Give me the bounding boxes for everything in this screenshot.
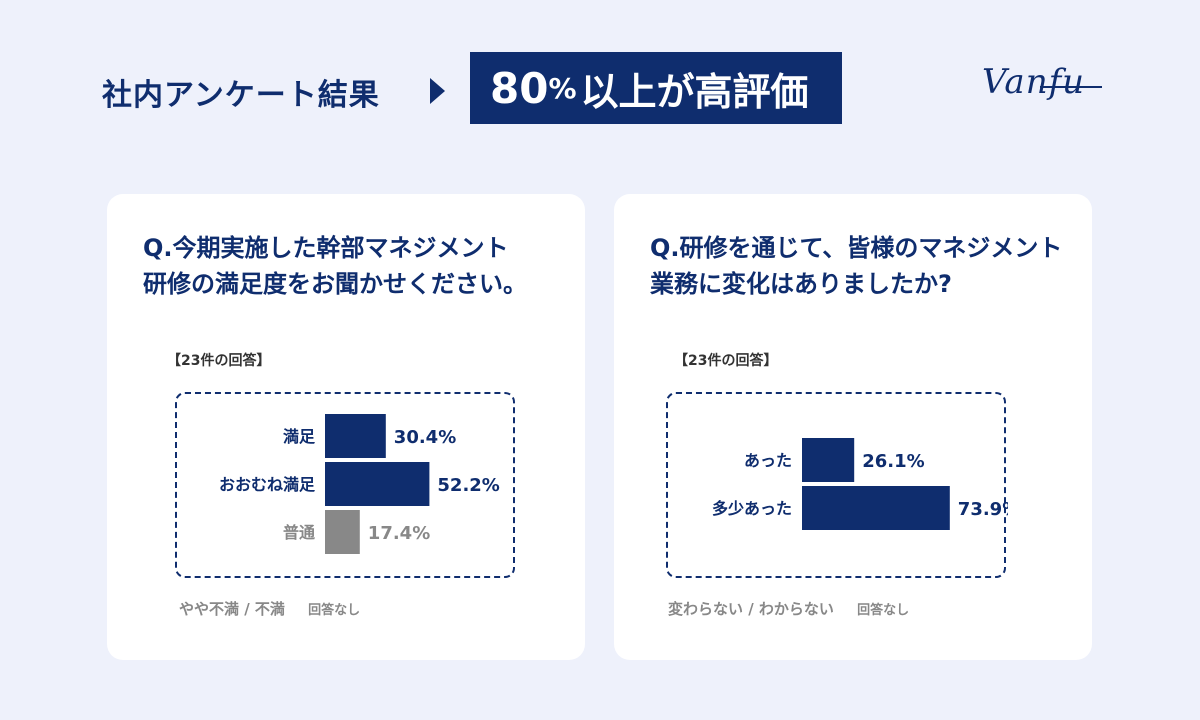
question-line-1: Q.今期実施した幹部マネジメント	[143, 234, 509, 262]
bar-value-label: 52.2%	[437, 475, 499, 496]
bar-category-label: 多少あった	[712, 499, 792, 518]
bar-value-label: 17.4%	[368, 523, 430, 544]
bar-category-label: 普通	[283, 523, 315, 542]
footnote-note: 回答なし	[308, 603, 361, 618]
bar-value-label: 26.1%	[862, 451, 924, 472]
footnote-note: 回答なし	[857, 603, 910, 618]
arrow-right-icon	[430, 78, 445, 104]
survey-card-satisfaction: Q.今期実施した幹部マネジメント 研修の満足度をお聞かせください。 【23件の回…	[107, 194, 585, 660]
question-text: Q.研修を通じて、皆様のマネジメント 業務に変化はありましたか?	[650, 230, 1070, 302]
response-count: 【23件の回答】	[167, 353, 271, 369]
highlight-banner: 80 % 以上が高評価	[470, 52, 842, 124]
footnote: やや不満 / 不満 回答なし	[179, 598, 360, 619]
highlight-number: 80	[490, 63, 549, 113]
question-text: Q.今期実施した幹部マネジメント 研修の満足度をお聞かせください。	[143, 230, 563, 302]
bar-category-label: おおむね満足	[219, 475, 316, 494]
page-title: 社内アンケート結果	[102, 78, 380, 113]
bar	[325, 414, 386, 458]
bar-category-label: あった	[744, 451, 792, 470]
survey-card-change: Q.研修を通じて、皆様のマネジメント 業務に変化はありましたか? 【23件の回答…	[614, 194, 1092, 660]
logo-underline	[1040, 86, 1102, 88]
bar-chart-satisfaction: 満足 30.4% おおむね満足 52.2% 普通 17.4%	[219, 414, 500, 554]
bar-chart-change: あった 26.1% 多少あった 73.9%	[712, 438, 1008, 530]
chart-frame: あった 26.1% 多少あった 73.9%	[666, 392, 1008, 578]
highlight-text: 以上が高評価	[580, 69, 809, 114]
highlight-percent: %	[548, 71, 577, 105]
bar-value-label: 73.9%	[958, 499, 1008, 520]
bar-category-label: 満足	[283, 427, 316, 446]
response-count: 【23件の回答】	[674, 353, 778, 369]
bar	[802, 438, 855, 482]
bar-value-label: 30.4%	[394, 427, 456, 448]
company-logo: Vanfu	[982, 62, 1086, 102]
question-line-2: 研修の満足度をお聞かせください。	[143, 270, 527, 298]
bar	[325, 462, 430, 506]
question-line-1: Q.研修を通じて、皆様のマネジメント	[650, 234, 1063, 262]
bar	[802, 486, 950, 530]
footnote: 変わらない / わからない 回答なし	[668, 598, 909, 619]
chart-frame: 満足 30.4% おおむね満足 52.2% 普通 17.4%	[175, 392, 515, 578]
bar	[325, 510, 360, 554]
question-line-2: 業務に変化はありましたか?	[650, 270, 952, 298]
footnote-main: やや不満 / 不満	[179, 600, 285, 618]
footnote-main: 変わらない / わからない	[668, 600, 834, 618]
